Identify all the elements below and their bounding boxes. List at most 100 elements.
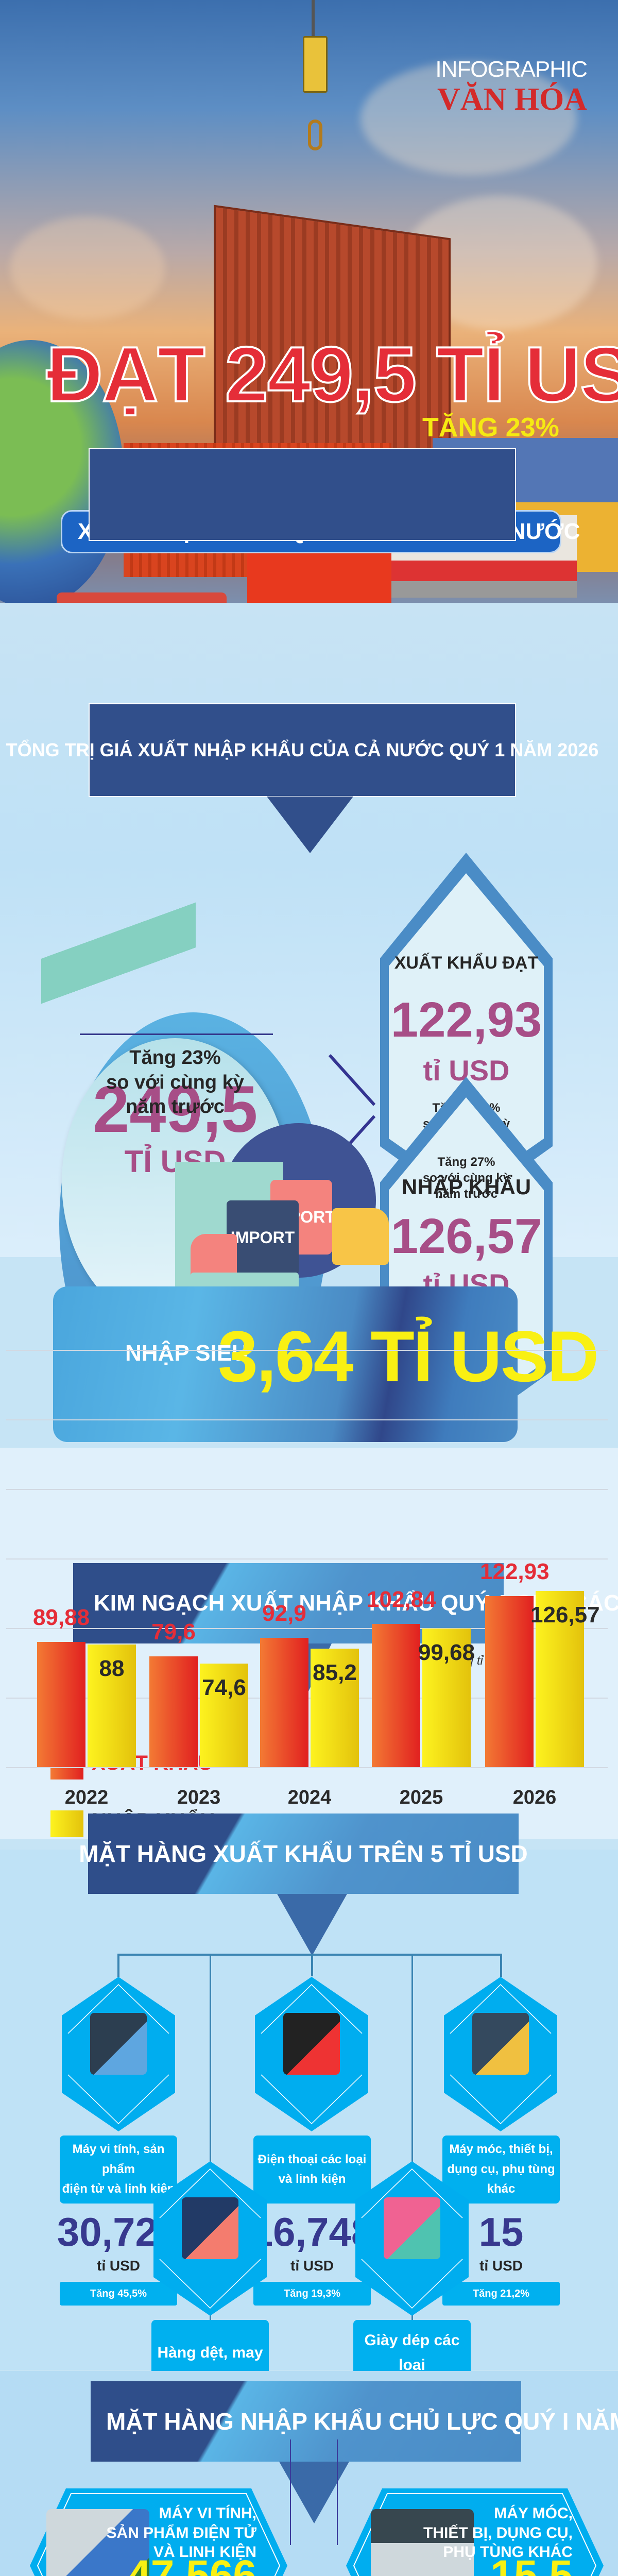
export-title: XUẤT KHẨU ĐẠT bbox=[394, 953, 539, 973]
crane-cable bbox=[312, 0, 315, 41]
export-item-growth: Tăng 21,2% bbox=[442, 2282, 560, 2306]
hero-growth: TĂNG 23% bbox=[422, 413, 559, 443]
import-note: Tăng 27% so với cùng kỳ năm trước bbox=[380, 1154, 553, 1202]
import-items-banner: MẶT HÀNG NHẬP KHẨU CHỦ LỰC QUÝ I NĂM 202… bbox=[91, 2381, 618, 2462]
item-name-line: dụng cụ, phụ tùng khác bbox=[447, 2162, 555, 2196]
total-note: Tăng 23% so với cùng kỳ năm trước bbox=[93, 1046, 258, 1120]
year-label: 2022 bbox=[64, 1787, 109, 1808]
export-items-banner: MẶT HÀNG XUẤT KHẨU TRÊN 5 TỈ USD bbox=[79, 1814, 528, 1894]
item-name-line: Máy móc, thiết bị, bbox=[449, 2142, 553, 2157]
brand-infographic-label: INFOGRAPHIC bbox=[435, 57, 588, 82]
brand-logo: INFOGRAPHIC VĂN HÓA bbox=[435, 57, 588, 117]
bar-label-export: 102,84 bbox=[367, 1587, 436, 1613]
bar-label-import: 74,6 bbox=[202, 1674, 246, 1700]
item-name-line: VÀ LINH KIỆN bbox=[153, 2544, 256, 2561]
export-item-growth: Tăng 19,3% bbox=[253, 2282, 371, 2306]
export-items-banner-title: MẶT HÀNG XUẤT KHẨU TRÊN 5 TỈ USD bbox=[79, 1840, 528, 1867]
tree-connector bbox=[117, 1954, 501, 1956]
tree-connector bbox=[337, 2439, 338, 2545]
import-item-value: 47,566 bbox=[127, 2552, 256, 2576]
import-note-line: so với cùng kỳ bbox=[422, 1171, 510, 1185]
shoes-icon bbox=[384, 2197, 440, 2259]
grid-line bbox=[6, 1558, 608, 1560]
item-name-line: MÁY MÓC, bbox=[494, 2505, 573, 2522]
bar-label-export: 92,9 bbox=[262, 1601, 306, 1626]
export-item-name: Máy móc, thiết bị, dụng cụ, phụ tùng khác bbox=[442, 2136, 560, 2204]
export-item-unit: tỉ USD bbox=[479, 2258, 523, 2274]
crane-hook-icon bbox=[303, 36, 328, 93]
bar-import bbox=[200, 1663, 248, 1767]
bar-export bbox=[372, 1624, 420, 1767]
laptop-icon bbox=[46, 2509, 149, 2576]
trade-deficit-banner: NHẬP SIÊU 3,64 TỈ USD bbox=[53, 1286, 599, 1442]
tree-connector bbox=[290, 2439, 291, 2545]
unused bbox=[89, 448, 516, 541]
item-name-line: THIẾT BỊ, DỤNG CỤ, bbox=[423, 2524, 573, 2541]
export-item-name: Điện thoại các loại và linh kiện bbox=[253, 2136, 371, 2204]
item-name-line: điện tử và linh kiện bbox=[62, 2182, 175, 2196]
legend-swatch-import bbox=[50, 1810, 83, 1837]
forklift-image bbox=[57, 592, 227, 603]
trade-deficit-value: 3,64 TỈ USD bbox=[218, 1316, 599, 1397]
down-arrow-icon bbox=[277, 1894, 347, 1956]
export-value: 122,93 bbox=[390, 992, 542, 1047]
export-item-value: 15 bbox=[478, 2209, 524, 2255]
bar-import bbox=[311, 1648, 359, 1767]
grid-line bbox=[6, 1350, 608, 1351]
bar-label-export: 79,6 bbox=[151, 1619, 196, 1645]
hook-ring bbox=[308, 120, 322, 150]
grid-line bbox=[6, 1628, 608, 1629]
smartphone-icon bbox=[283, 2013, 340, 2075]
import-value: 126,57 bbox=[390, 1209, 542, 1264]
bar-export bbox=[37, 1642, 85, 1767]
bar-label-import: 85,2 bbox=[313, 1659, 357, 1685]
total-note-line: Tăng 23% bbox=[129, 1047, 221, 1069]
trade-deficit-label: NHẬP SIÊU bbox=[125, 1341, 248, 1366]
item-name-line: Hàng dệt, may bbox=[157, 2344, 263, 2361]
clothing-rack-icon bbox=[182, 2197, 238, 2259]
total-banner: TỔNG TRỊ GIÁ XUẤT NHẬP KHẨU CỦA CẢ NƯỚC … bbox=[6, 703, 598, 797]
import-note-line: Tăng 27% bbox=[437, 1155, 495, 1169]
bar-import bbox=[88, 1645, 136, 1767]
year-label: 2026 bbox=[512, 1787, 557, 1808]
item-name-line: Giày dép các loại bbox=[364, 2332, 460, 2374]
import-truck-label: IMPORT bbox=[230, 1228, 295, 1247]
tree-connector bbox=[500, 1954, 502, 1977]
bar-export bbox=[260, 1638, 308, 1767]
export-hexagon bbox=[380, 853, 553, 1208]
import-truck-icon: IMPORT bbox=[227, 1200, 299, 1275]
total-divider bbox=[80, 1033, 273, 1035]
tree-connector bbox=[311, 1956, 313, 1976]
year-label: 2024 bbox=[287, 1787, 332, 1808]
bar-import bbox=[422, 1628, 471, 1767]
total-value: 249,5 bbox=[93, 1073, 258, 1146]
export-item-unit: tỉ USD bbox=[97, 2258, 140, 2274]
export-truck-cab-icon bbox=[332, 1208, 389, 1265]
item-name-line: Điện thoại các loại bbox=[258, 2152, 367, 2166]
export-item-unit: tỉ USD bbox=[290, 2258, 334, 2274]
item-name-line: PHỤ TÙNG KHÁC bbox=[443, 2544, 573, 2561]
machinery-icon bbox=[472, 2013, 529, 2075]
bar-label-import: 126,57 bbox=[530, 1602, 600, 1628]
export-item-growth: Tăng 45,5% bbox=[60, 2282, 177, 2306]
bar-label-export: 122,93 bbox=[480, 1559, 550, 1585]
grid-line bbox=[6, 1767, 608, 1768]
bar-export bbox=[149, 1656, 198, 1767]
bar-import bbox=[536, 1591, 584, 1767]
grid-line bbox=[6, 1419, 608, 1420]
import-item-name: MÁY MÓC, THIẾT BỊ, DỤNG CỤ, PHỤ TÙNG KHÁC bbox=[423, 2504, 573, 2562]
total-note-line: năm trước bbox=[126, 1096, 225, 1117]
cloud-decoration bbox=[360, 62, 577, 175]
hero-section: INFOGRAPHIC VĂN HÓA XUẤT NHẬP KHẨU QUÝ I… bbox=[0, 0, 618, 603]
total-banner-title: TỔNG TRỊ GIÁ XUẤT NHẬP KHẨU CỦA CẢ NƯỚC … bbox=[6, 739, 599, 760]
bar-label-import: 88 bbox=[99, 1656, 125, 1682]
item-name-line: Máy vi tính, sản phẩm bbox=[72, 2142, 165, 2176]
import-items-banner-title: MẶT HÀNG NHẬP KHẨU CHỦ LỰC QUÝ I NĂM 202… bbox=[106, 2408, 618, 2435]
tree-connector bbox=[411, 1956, 413, 2327]
tree-connector bbox=[117, 1954, 119, 1977]
brand-name: VĂN HÓA bbox=[437, 82, 587, 117]
item-name-line: SẢN PHẨM ĐIỆN TỬ bbox=[106, 2524, 256, 2541]
export-item-name: Máy vi tính, sản phẩm điện tử và linh kiệ… bbox=[60, 2136, 177, 2204]
year-label: 2023 bbox=[177, 1787, 221, 1808]
cloud-decoration bbox=[10, 216, 165, 319]
